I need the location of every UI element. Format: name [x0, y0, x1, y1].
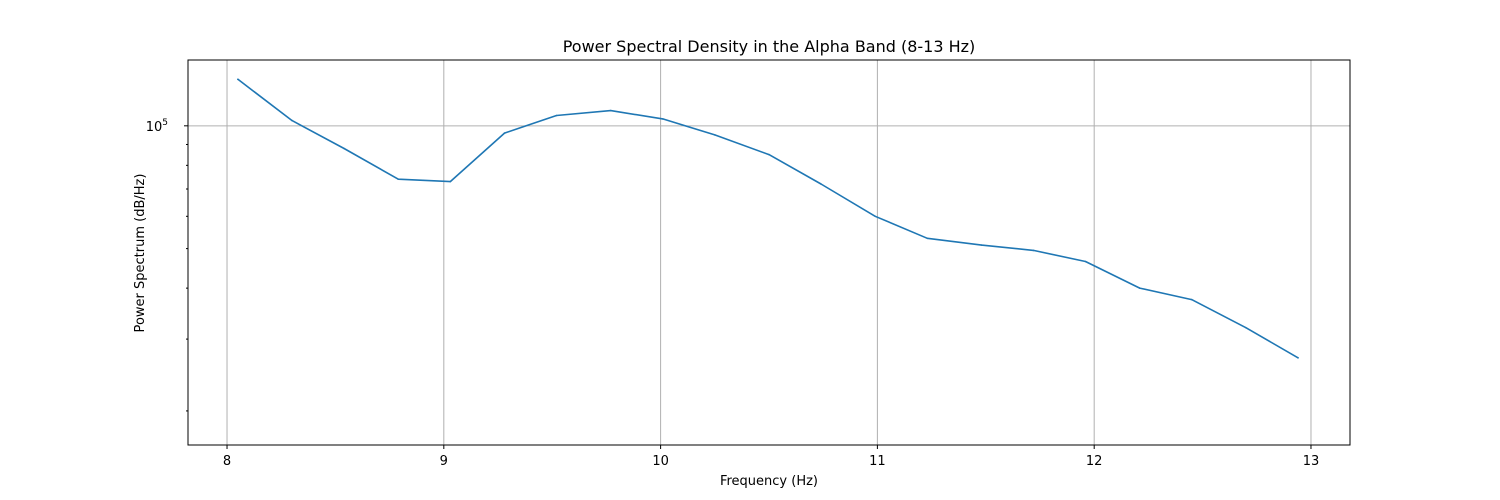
chart-title: Power Spectral Density in the Alpha Band…	[563, 37, 976, 56]
y-tick-exponent: 5	[162, 118, 168, 128]
data-point	[449, 180, 452, 183]
tick-layer: 8 9 10 11 12 13 105	[146, 118, 1320, 469]
data-point	[926, 237, 929, 240]
data-point	[1032, 249, 1035, 252]
x-tick-label: 13	[1303, 454, 1320, 469]
data-point	[768, 153, 770, 156]
data-point	[503, 132, 506, 134]
data-point	[980, 244, 983, 246]
y-tick-label: 105	[146, 118, 168, 135]
data-point	[1297, 357, 1299, 359]
data-point	[397, 178, 400, 180]
plot-frame	[187, 59, 1351, 446]
data-point	[555, 114, 558, 117]
data-point	[820, 183, 822, 185]
data-point	[874, 215, 876, 218]
x-axis-label: Frequency (Hz)	[720, 474, 818, 489]
data-point	[237, 78, 239, 81]
x-tick-label: 9	[440, 454, 448, 469]
series-line	[237, 78, 1299, 359]
series-layer	[237, 78, 1299, 359]
y-axis-label: Power Spectrum (dB/Hz)	[133, 174, 148, 333]
data-point	[1245, 326, 1247, 329]
data-point	[291, 119, 293, 122]
data-point	[1190, 298, 1193, 301]
data-point	[1084, 260, 1087, 263]
data-point	[609, 109, 612, 112]
data-point	[343, 147, 345, 150]
x-tick-label: 12	[1086, 454, 1103, 469]
x-tick-label: 10	[652, 454, 669, 469]
data-point	[1138, 287, 1141, 289]
data-point	[714, 134, 716, 136]
grid-layer	[188, 60, 1350, 445]
x-tick-label: 11	[869, 454, 886, 469]
x-tick-label: 8	[223, 454, 231, 469]
data-point	[662, 118, 664, 120]
